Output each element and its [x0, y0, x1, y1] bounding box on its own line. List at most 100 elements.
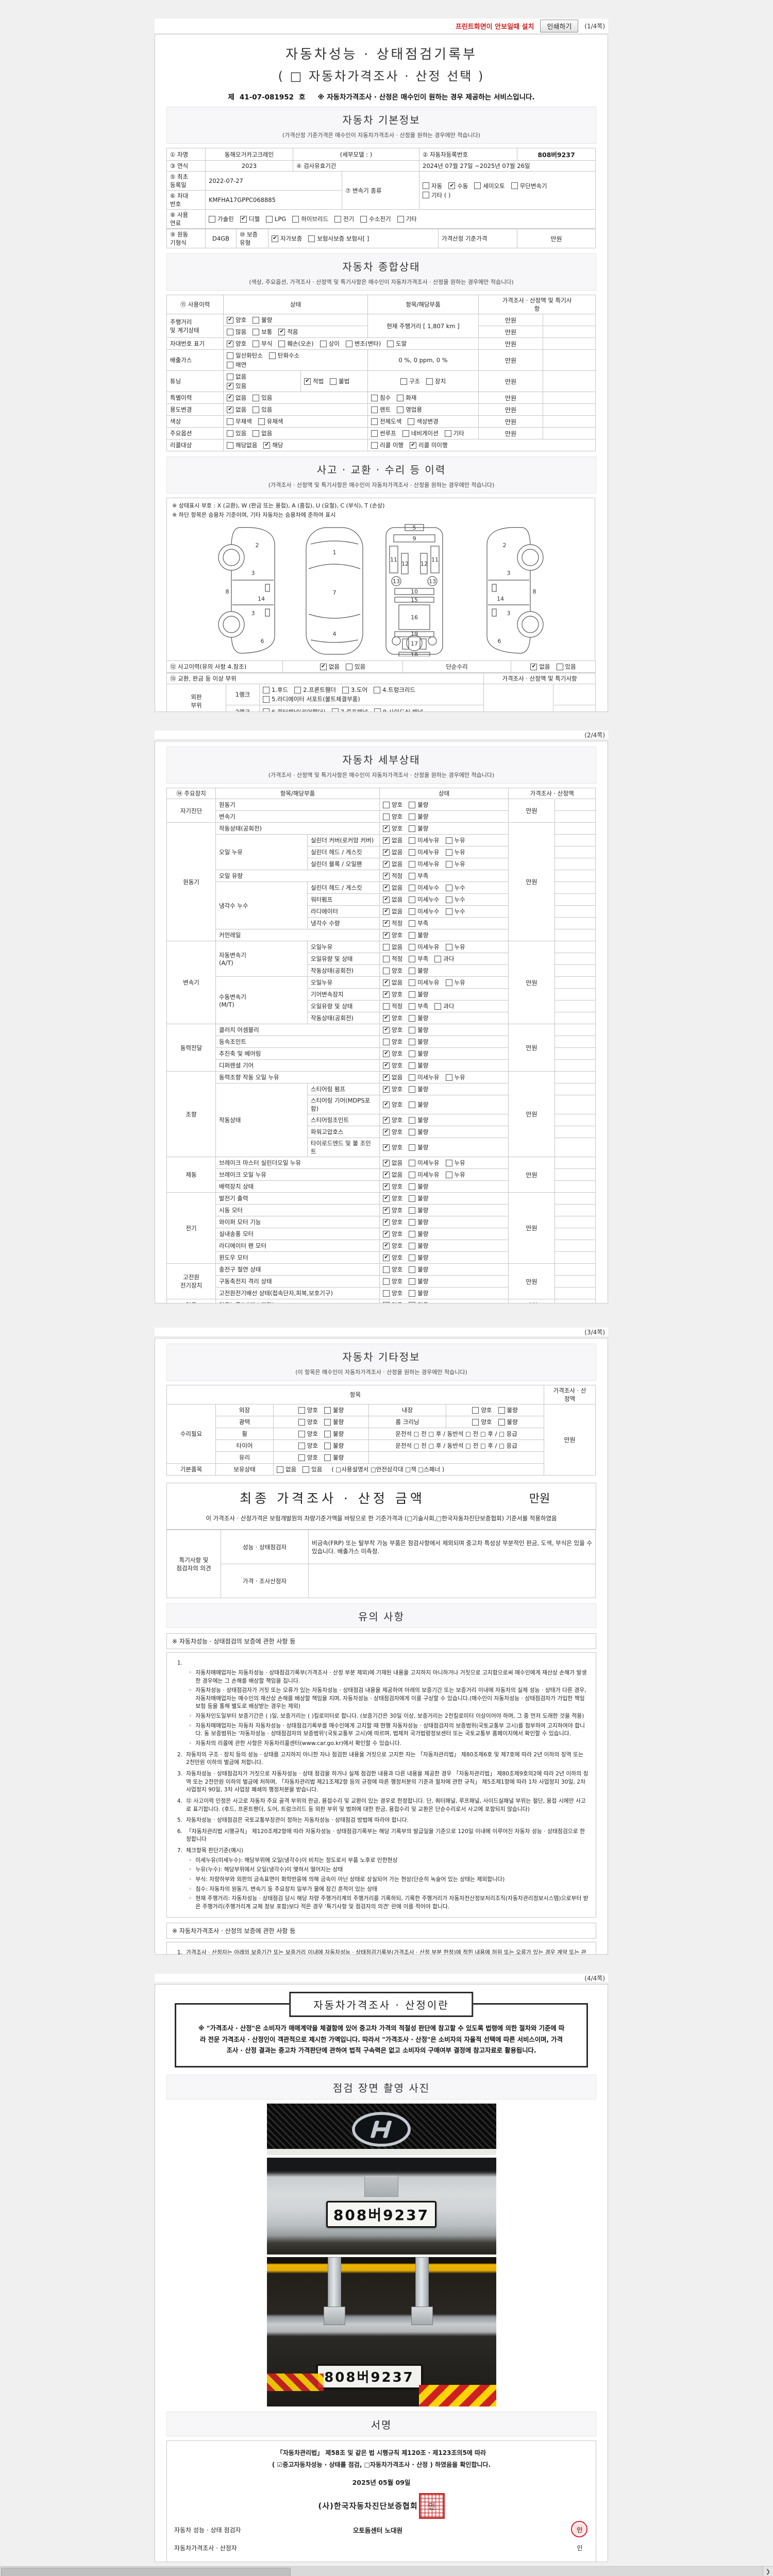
- checkbox-checked[interactable]: ✔: [383, 1128, 390, 1136]
- checkbox-option[interactable]: 없음: [227, 372, 246, 381]
- checkbox-option[interactable]: 불량: [409, 801, 428, 809]
- checkbox-option[interactable]: 보험사보증 보험사[ ]: [308, 234, 369, 243]
- checkbox[interactable]: [253, 340, 260, 347]
- checkbox-checked[interactable]: ✔: [383, 1014, 390, 1022]
- checkbox-option[interactable]: 불량: [409, 1100, 428, 1109]
- checkbox-option[interactable]: 양호: [383, 1265, 402, 1274]
- checkbox-checked[interactable]: ✔: [227, 316, 233, 324]
- checkbox[interactable]: [324, 1430, 331, 1437]
- checkbox[interactable]: [383, 1278, 390, 1285]
- checkbox[interactable]: [498, 1406, 505, 1414]
- checkbox-option[interactable]: 미세누유: [409, 1159, 440, 1167]
- checkbox-option[interactable]: 부족: [409, 919, 428, 927]
- checkbox-option[interactable]: ✔ 적정: [383, 872, 402, 880]
- checkbox-option[interactable]: ✔ 적음: [278, 328, 298, 336]
- checkbox[interactable]: [511, 182, 518, 189]
- checkbox-checked[interactable]: ✔: [304, 378, 311, 385]
- checkbox[interactable]: [227, 418, 233, 425]
- checkbox-option[interactable]: 누수: [445, 884, 465, 892]
- checkbox-option[interactable]: 부식: [253, 340, 272, 348]
- checkbox[interactable]: [409, 1218, 416, 1226]
- checkbox-option[interactable]: 누유: [445, 978, 465, 987]
- checkbox-option[interactable]: 미세누유: [409, 1073, 440, 1081]
- checkbox[interactable]: [409, 1038, 416, 1045]
- checkbox[interactable]: [472, 1418, 479, 1426]
- checkbox-option[interactable]: 해당없음: [227, 441, 257, 449]
- checkbox-checked[interactable]: ✔: [227, 394, 233, 401]
- checkbox-checked[interactable]: ✔: [383, 931, 390, 939]
- checkbox[interactable]: [320, 340, 327, 347]
- checkbox[interactable]: [346, 663, 352, 670]
- checkbox[interactable]: [374, 708, 381, 711]
- checkbox[interactable]: [298, 1442, 305, 1449]
- checkbox-option[interactable]: ✔없음: [383, 848, 402, 856]
- checkbox-option[interactable]: 불량: [409, 931, 428, 939]
- checkbox-checked[interactable]: ✔: [383, 979, 390, 986]
- checkbox-option[interactable]: 5.라디에이터 서포트(볼트체결부품): [263, 695, 360, 703]
- checkbox[interactable]: [426, 378, 433, 385]
- checkbox[interactable]: [397, 215, 404, 223]
- checkbox-option[interactable]: ✔ 해당: [263, 441, 283, 449]
- checkbox[interactable]: [253, 316, 260, 324]
- checkbox-option[interactable]: ✔ 자가보증: [272, 234, 302, 243]
- checkbox-option[interactable]: 양호: [298, 1406, 318, 1414]
- checkbox[interactable]: [434, 1003, 442, 1010]
- checkbox[interactable]: [383, 955, 390, 962]
- checkbox-option[interactable]: ✔ 양호: [383, 824, 402, 833]
- checkbox-option[interactable]: 있음: [227, 429, 246, 437]
- checkbox-option[interactable]: 세미오토: [474, 182, 505, 190]
- checkbox-option[interactable]: ✔없음: [383, 978, 402, 987]
- checkbox[interactable]: [445, 849, 452, 856]
- checkbox[interactable]: [472, 1406, 479, 1414]
- checkbox-option[interactable]: 불량: [409, 1061, 428, 1070]
- checkbox[interactable]: [409, 860, 416, 868]
- checkbox-option[interactable]: ✔ 양호: [383, 1014, 402, 1022]
- checkbox[interactable]: [298, 1418, 305, 1426]
- checkbox-option[interactable]: ✔없음: [383, 895, 402, 904]
- checkbox[interactable]: [409, 1254, 416, 1261]
- checkbox[interactable]: [334, 215, 342, 223]
- checkbox-option[interactable]: 전체도색: [371, 417, 401, 426]
- checkbox-option[interactable]: ✔ 양호: [383, 1128, 402, 1136]
- checkbox-checked[interactable]: ✔: [383, 837, 390, 844]
- checkbox-option[interactable]: 불량: [409, 1026, 428, 1034]
- checkbox-option[interactable]: 불법: [330, 377, 349, 385]
- checkbox[interactable]: [409, 1266, 416, 1273]
- checkbox-option[interactable]: 양호: [383, 812, 402, 821]
- checkbox[interactable]: [409, 1171, 416, 1178]
- checkbox-checked[interactable]: ✔: [383, 1242, 390, 1249]
- checkbox-option[interactable]: 불량: [409, 1128, 428, 1136]
- checkbox[interactable]: [298, 1454, 305, 1461]
- checkbox-option[interactable]: ✔ 양호: [383, 1182, 402, 1191]
- checkbox-option[interactable]: 부족: [409, 955, 428, 963]
- checkbox-option[interactable]: 8.사이드실 패널: [374, 708, 423, 711]
- checkbox[interactable]: [409, 991, 416, 998]
- checkbox-option[interactable]: ✔ 양호: [383, 1242, 402, 1250]
- checkbox-option[interactable]: 불량: [409, 1049, 428, 1058]
- checkbox[interactable]: [371, 406, 378, 413]
- checkbox-option[interactable]: 미세누유: [409, 848, 440, 856]
- checkbox-option[interactable]: 양호: [298, 1418, 318, 1426]
- checkbox[interactable]: [278, 340, 285, 347]
- checkbox-option[interactable]: 화재: [397, 394, 416, 402]
- checkbox-option[interactable]: 양호: [383, 1038, 402, 1046]
- checkbox-option[interactable]: ✔없음: [383, 1171, 402, 1179]
- checkbox[interactable]: [556, 663, 563, 670]
- checkbox[interactable]: [423, 182, 430, 189]
- checkbox[interactable]: [409, 920, 416, 927]
- checkbox-option[interactable]: 있음: [409, 1301, 428, 1303]
- checkbox[interactable]: [374, 686, 381, 693]
- checkbox-option[interactable]: 양호: [472, 1406, 492, 1414]
- checkbox-option[interactable]: 불량: [409, 1253, 428, 1262]
- checkbox[interactable]: [345, 340, 352, 347]
- checkbox[interactable]: [409, 1183, 416, 1190]
- checkbox[interactable]: [331, 708, 339, 711]
- checkbox-option[interactable]: ✔없음: [383, 1301, 402, 1303]
- checkbox-checked[interactable]: ✔: [383, 1171, 390, 1178]
- checkbox-option[interactable]: 불량: [409, 1014, 428, 1022]
- checkbox-option[interactable]: 무단변속기: [511, 182, 547, 190]
- checkbox-option[interactable]: 많음: [227, 328, 246, 336]
- scrollbar-thumb[interactable]: [1, 2568, 291, 2576]
- checkbox-checked[interactable]: ✔: [383, 1050, 390, 1057]
- checkbox-checked[interactable]: ✔: [383, 1062, 390, 1069]
